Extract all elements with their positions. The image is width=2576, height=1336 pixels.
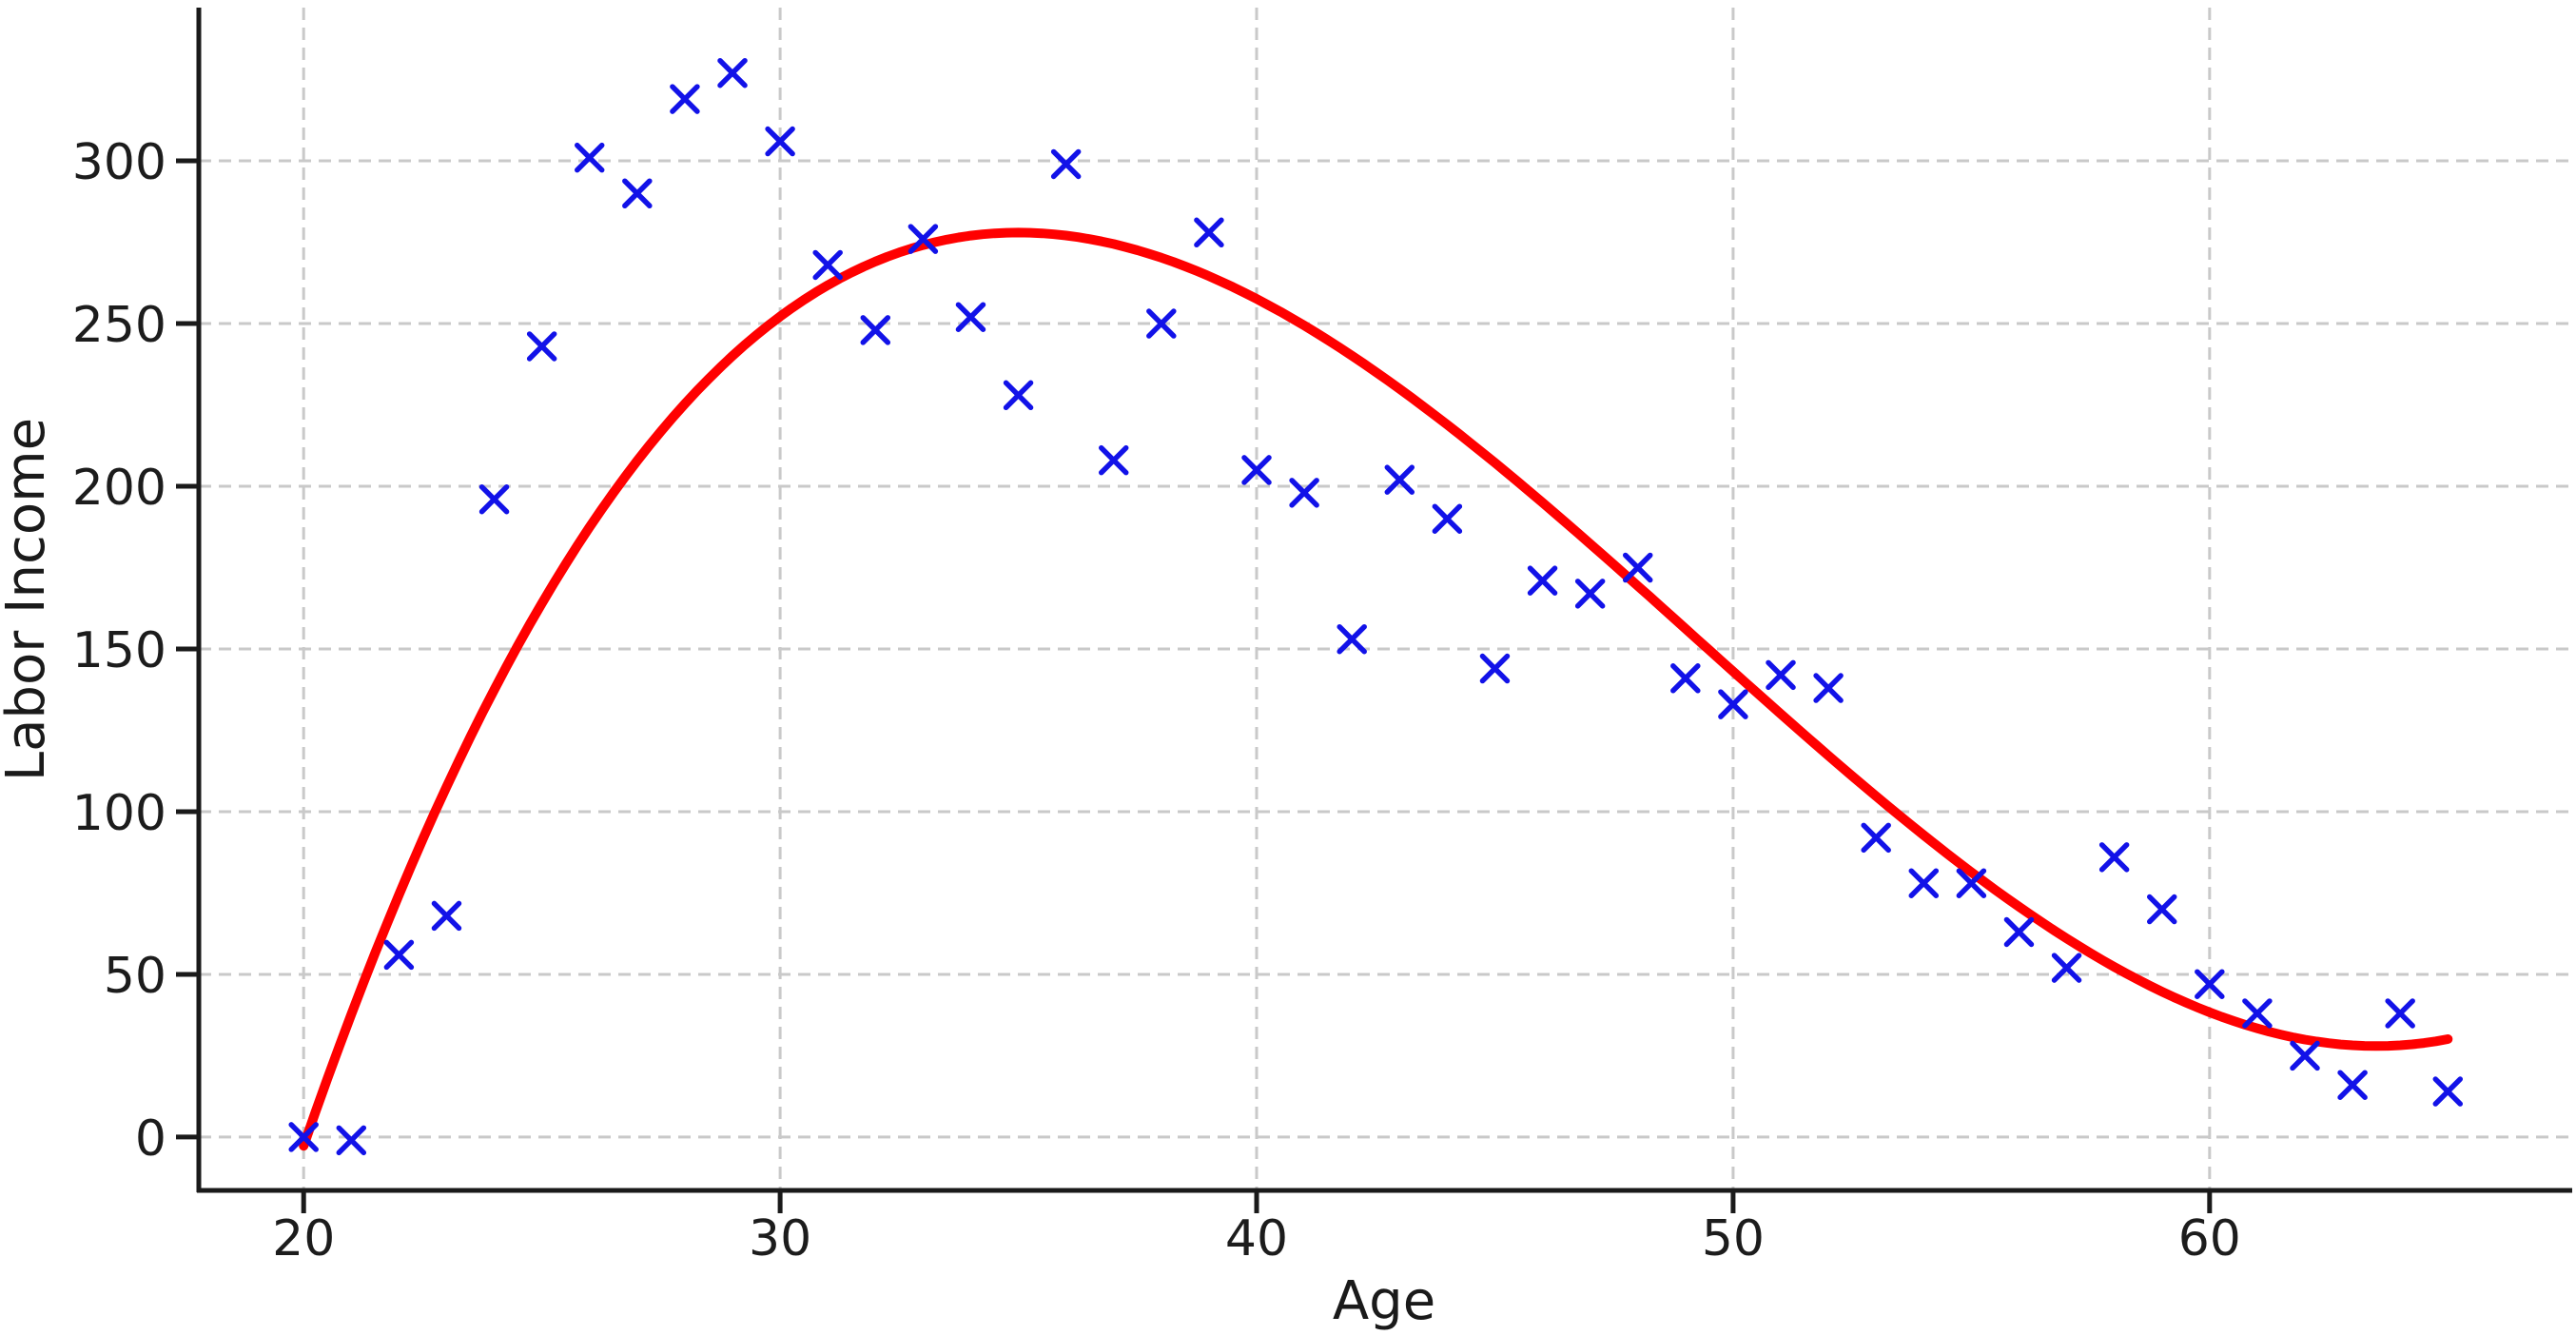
scatter-point	[812, 249, 843, 281]
scatter-point	[1003, 380, 1034, 411]
y-tick-label: 200	[72, 460, 166, 517]
scatter-point	[288, 1122, 319, 1152]
scatter-point	[1098, 444, 1129, 476]
scatter-point	[383, 939, 415, 971]
x-tick-label: 60	[2178, 1210, 2241, 1267]
scatter-point	[1146, 308, 1177, 339]
y-tick-label: 250	[72, 297, 166, 354]
scatter-point	[1479, 653, 1511, 684]
scatter-point	[2385, 998, 2415, 1029]
scatter-point	[574, 142, 605, 173]
scatter-point	[1289, 478, 1319, 508]
scatter-point	[2290, 1040, 2320, 1071]
scatter-point	[478, 483, 510, 515]
scatter-point	[860, 315, 891, 345]
scatter-point	[1194, 217, 1224, 248]
x-tick-label: 50	[1702, 1210, 1765, 1267]
scatter-point	[336, 1125, 367, 1156]
scatter-point	[622, 178, 653, 209]
scatter-point	[2051, 953, 2082, 983]
scatter-point	[955, 302, 986, 332]
scatter-point	[1432, 503, 1463, 534]
scatter-point	[1527, 565, 1558, 596]
fit-curve-layer	[299, 227, 2453, 1151]
scatter-point	[1908, 868, 1940, 898]
y-tick-label: 0	[135, 1110, 166, 1168]
scatter-point	[2432, 1076, 2464, 1107]
scatter-point	[1670, 663, 1701, 694]
scatter-point	[2195, 969, 2225, 999]
scatter-point	[1622, 552, 1653, 583]
scatter-point	[2337, 1070, 2368, 1100]
y-tick-label: 150	[72, 622, 166, 679]
scatter-point	[1956, 868, 1987, 898]
scatter-point	[1861, 822, 1891, 854]
scatter-point	[670, 84, 700, 114]
scatter-point	[717, 57, 748, 88]
scatter-point	[1718, 689, 1748, 719]
scatter-point	[765, 126, 795, 157]
fit-curve	[299, 227, 2453, 1151]
tick-labels: 20 30 40 50 60 0 50 100 150 200 250 300	[72, 134, 2241, 1267]
x-tick-label: 20	[272, 1210, 335, 1267]
scatter-point	[1337, 623, 1367, 655]
y-axis-label: Labor Income	[0, 418, 57, 781]
scatter-point	[2003, 916, 2035, 948]
x-axis-label: Age	[1333, 1270, 1435, 1332]
scatter-point	[431, 900, 462, 932]
scatter-point	[1241, 455, 1272, 485]
scatter-point	[1574, 579, 1606, 609]
scatter-point	[1050, 148, 1082, 180]
y-tick-label: 300	[72, 134, 166, 191]
axes-spines	[196, 8, 2572, 1193]
x-tick-label: 40	[1225, 1210, 1288, 1267]
scatter-point	[907, 224, 939, 254]
scatter-point	[1384, 464, 1415, 495]
x-tick-label: 30	[749, 1210, 811, 1267]
y-tick-label: 50	[104, 948, 166, 1005]
scatter-point	[2242, 998, 2273, 1029]
scatter-point	[2098, 842, 2130, 873]
scatter-point	[1766, 659, 1796, 691]
axis-ticks	[176, 158, 2213, 1213]
gridlines	[199, 8, 2568, 1190]
scatter-points-layer	[288, 57, 2464, 1156]
y-tick-label: 100	[72, 785, 166, 842]
scatter-point	[1813, 673, 1844, 703]
scatter-point	[2146, 894, 2177, 925]
scatter-point	[526, 331, 557, 362]
